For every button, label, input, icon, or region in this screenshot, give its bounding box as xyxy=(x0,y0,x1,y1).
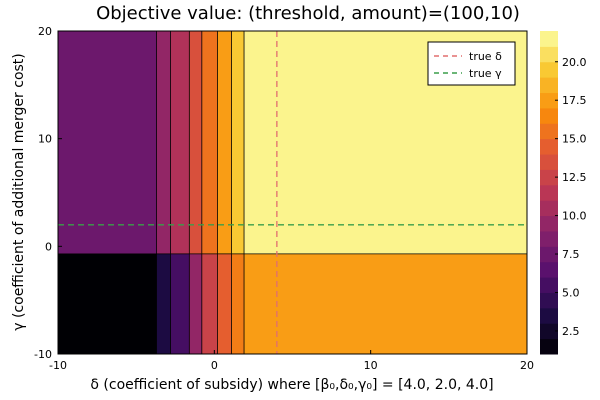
contour-region-15 xyxy=(244,253,527,354)
x-axis-label: δ (coefficient of subsidy) where [β₀,δ₀,… xyxy=(90,377,493,393)
colorbar-band-20 xyxy=(540,31,558,47)
contour-region-12 xyxy=(201,253,218,354)
colorbar-band-1 xyxy=(540,323,558,340)
colorbar-band-18 xyxy=(540,61,558,78)
plot-frame xyxy=(57,30,528,355)
colorbar-band-0 xyxy=(540,338,558,355)
colorbar-tick-label: 15.0 xyxy=(562,133,587,146)
contour-region-13 xyxy=(217,253,232,354)
colorbar-band-10 xyxy=(540,184,558,201)
colorbar-tick-label: 5.0 xyxy=(562,286,580,299)
contour-region-1 xyxy=(156,31,171,254)
legend-label-true-delta: true δ xyxy=(469,50,502,63)
contour-region-0 xyxy=(58,31,157,254)
x-tick-label: -10 xyxy=(49,359,67,372)
colorbar-band-12 xyxy=(540,154,558,170)
plot-area xyxy=(57,30,528,355)
colorbar-tick-label: 7.5 xyxy=(562,248,580,261)
colorbar-band-16 xyxy=(540,92,558,109)
colorbar-tick-label: 17.5 xyxy=(562,94,587,107)
chart-title: Objective value: (threshold, amount)=(10… xyxy=(96,3,520,24)
colorbar: 2.5 5.0 7.5 10.0 12.5 15.0 17.5 20.0 xyxy=(540,31,587,355)
colorbar-band-13 xyxy=(540,138,558,155)
contour-region-8 xyxy=(58,253,157,354)
colorbar-tick-label: 10.0 xyxy=(562,210,587,223)
x-tick-label: 0 xyxy=(211,359,218,372)
x-tick-label: 10 xyxy=(364,359,378,372)
contour-region-4 xyxy=(201,31,218,254)
colorbar-band-15 xyxy=(540,107,558,124)
contour-region-5 xyxy=(217,31,232,254)
contour-region-3 xyxy=(189,31,202,254)
contour-region-2 xyxy=(170,31,190,254)
legend-label-true-gamma: true γ xyxy=(469,67,502,80)
y-axis-label: γ (coefficient of additional merger cost… xyxy=(11,53,27,331)
contour-region-10 xyxy=(170,253,190,354)
colorbar-band-17 xyxy=(540,77,558,94)
y-tick-label: 0 xyxy=(45,240,52,253)
legend: true δ true γ xyxy=(427,41,516,86)
contour-region-6 xyxy=(231,31,245,254)
colorbar-band-9 xyxy=(540,200,558,217)
x-tick-label: 20 xyxy=(520,359,534,372)
legend-box xyxy=(427,41,516,86)
colorbar-tick-label: 20.0 xyxy=(562,56,587,69)
colorbar-tick-label: 12.5 xyxy=(562,171,587,184)
contour-region-11 xyxy=(189,253,202,354)
contour-region-9 xyxy=(156,253,171,354)
colorbar-band-5 xyxy=(540,261,558,278)
colorbar-band-4 xyxy=(540,277,558,293)
colorbar-band-2 xyxy=(540,307,558,324)
colorbar-band-3 xyxy=(540,292,558,309)
colorbar-band-6 xyxy=(540,246,558,263)
colorbar-band-7 xyxy=(540,230,558,247)
colorbar-band-11 xyxy=(540,169,558,186)
y-tick-label: 20 xyxy=(38,25,52,38)
colorbar-band-14 xyxy=(540,123,558,140)
colorbar-band-19 xyxy=(540,46,558,63)
contour-region-14 xyxy=(231,253,245,354)
colorbar-band-8 xyxy=(540,215,558,232)
y-tick-label: -10 xyxy=(34,348,52,361)
colorbar-tick-label: 2.5 xyxy=(562,325,580,338)
y-tick-label: 10 xyxy=(38,133,52,146)
